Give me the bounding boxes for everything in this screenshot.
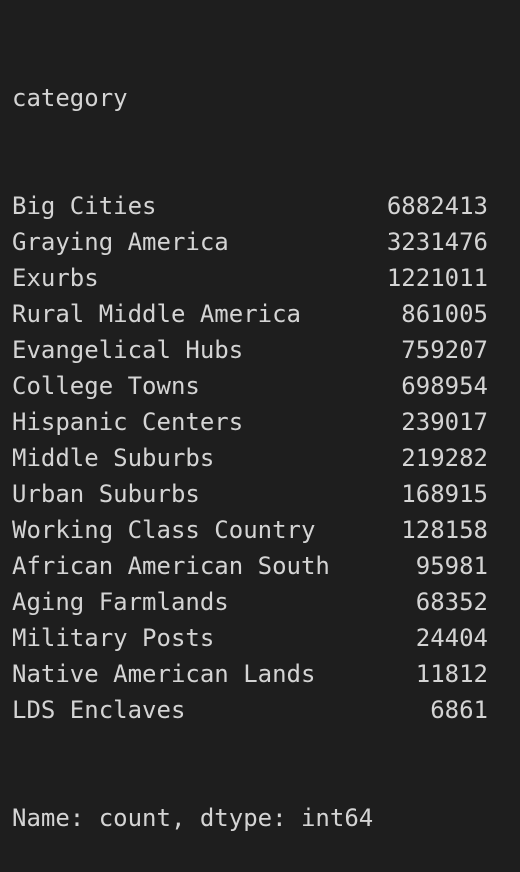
row: Evangelical Hubs 759207 bbox=[12, 332, 488, 368]
output: category Big Cities 6882413 Graying Americ… bbox=[12, 84, 488, 832]
row: Exurbs 1221011 bbox=[12, 260, 488, 296]
count-value: 11812 bbox=[415, 660, 488, 688]
category-label: Evangelical Hubs bbox=[12, 336, 244, 364]
category-label: Military Posts bbox=[12, 624, 215, 652]
row: Hispanic Centers 239017 bbox=[12, 404, 488, 440]
category-label: Rural Middle America bbox=[12, 300, 301, 328]
row: LDS Enclaves 6861 bbox=[12, 692, 488, 728]
category-label: Aging Farmlands bbox=[12, 588, 229, 616]
count-value: 861005 bbox=[401, 300, 488, 328]
count-value: 128158 bbox=[401, 516, 488, 544]
count-value: 3231476 bbox=[386, 228, 488, 256]
row: Working Class Country 128158 bbox=[12, 512, 488, 548]
category-label: LDS Enclaves bbox=[12, 696, 186, 724]
row: Graying America 3231476 bbox=[12, 224, 488, 260]
series-info: Name: count, dtype: int64 bbox=[12, 804, 374, 832]
count-value: 1221011 bbox=[386, 264, 488, 292]
count-value: 239017 bbox=[401, 408, 488, 436]
row: Rural Middle America 861005 bbox=[12, 296, 488, 332]
count-value: 219282 bbox=[401, 444, 488, 472]
rows: Big Cities 6882413 Graying America 3231476 E… bbox=[12, 188, 520, 728]
count-value: 68352 bbox=[415, 588, 488, 616]
category-label: Middle Suburbs bbox=[12, 444, 215, 472]
row: Military Posts 24404 bbox=[12, 620, 488, 656]
count-value: 6882413 bbox=[386, 192, 488, 220]
index-name: category bbox=[12, 84, 128, 112]
category-label: African American South bbox=[12, 552, 330, 580]
category-label: Urban Suburbs bbox=[12, 480, 200, 508]
count-value: 168915 bbox=[401, 480, 488, 508]
row: Big Cities 6882413 bbox=[12, 188, 488, 224]
row: Native American Lands 11812 bbox=[12, 656, 488, 692]
category-label: College Towns bbox=[12, 372, 200, 400]
row: Aging Farmlands 68352 bbox=[12, 584, 488, 620]
count-value: 95981 bbox=[415, 552, 488, 580]
row: African American South 95981 bbox=[12, 548, 488, 584]
category-label: Graying America bbox=[12, 228, 229, 256]
category-label: Big Cities bbox=[12, 192, 157, 220]
category-label: Working Class Country bbox=[12, 516, 316, 544]
category-label: Hispanic Centers bbox=[12, 408, 244, 436]
row: College Towns 698954 bbox=[12, 368, 488, 404]
count-value: 698954 bbox=[401, 372, 488, 400]
count-value: 759207 bbox=[401, 336, 488, 364]
count-value: 24404 bbox=[415, 624, 488, 652]
row: Middle Suburbs 219282 bbox=[12, 440, 488, 476]
count-value: 6861 bbox=[430, 696, 488, 724]
row: Urban Suburbs 168915 bbox=[12, 476, 488, 512]
category-label: Exurbs bbox=[12, 264, 99, 292]
category-label: Native American Lands bbox=[12, 660, 316, 688]
